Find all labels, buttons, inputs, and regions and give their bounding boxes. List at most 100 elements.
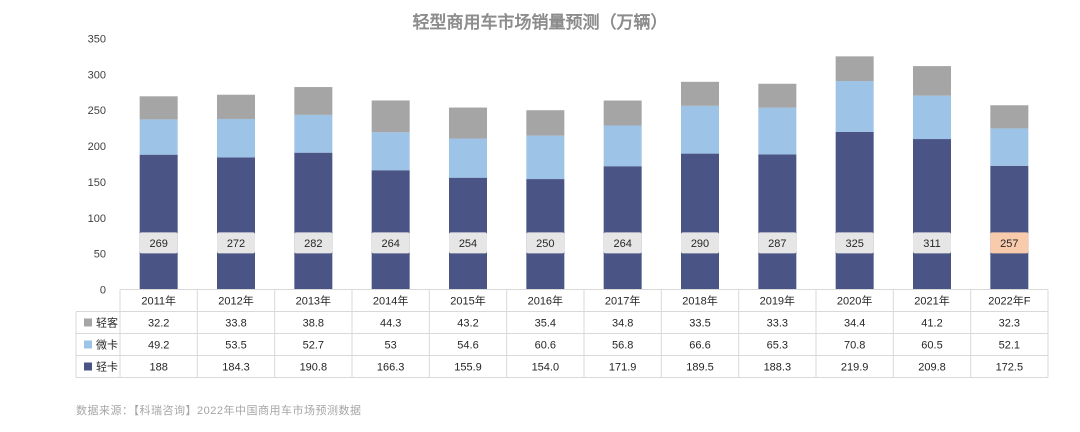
bar-segment — [371, 100, 410, 133]
x-tick-label: 2022年F — [988, 294, 1030, 308]
y-tick-label: 50 — [94, 249, 106, 261]
data-label: 155.9 — [454, 362, 482, 374]
bar-segment — [449, 107, 487, 139]
data-label: 35.4 — [535, 318, 556, 330]
data-label: 154.0 — [532, 362, 560, 374]
total-label: 264 — [613, 238, 631, 250]
data-label: 32.2 — [148, 318, 169, 330]
bar-segment — [990, 128, 1029, 166]
bar-segment — [139, 119, 178, 155]
data-label: 190.8 — [300, 362, 328, 374]
x-tick-label: 2016年 — [528, 294, 563, 308]
data-label: 189.5 — [686, 362, 714, 374]
data-label: 65.3 — [767, 340, 788, 352]
y-tick-label: 150 — [88, 177, 106, 189]
bar-segment — [681, 81, 719, 106]
total-label-box — [526, 232, 565, 254]
total-label-box — [217, 232, 255, 254]
data-label: 171.9 — [609, 362, 637, 374]
legend-swatch — [84, 362, 92, 371]
bar-segment — [681, 153, 719, 290]
data-label: 43.2 — [457, 318, 478, 330]
bar-segment — [217, 94, 255, 119]
total-label: 311 — [923, 238, 941, 250]
total-label-box — [681, 232, 719, 254]
data-label: 49.2 — [148, 340, 169, 352]
bar-segment — [371, 170, 410, 290]
y-tick-label: 100 — [88, 213, 106, 225]
bar-segment — [835, 56, 874, 82]
data-label: 53 — [385, 340, 397, 352]
data-label: 172.5 — [996, 362, 1024, 374]
data-label: 166.3 — [377, 362, 405, 374]
data-label: 44.3 — [380, 318, 401, 330]
data-label: 52.7 — [303, 340, 324, 352]
total-label: 287 — [768, 238, 786, 250]
total-label: 269 — [149, 238, 167, 250]
total-label-box — [835, 232, 874, 254]
data-label: 33.8 — [225, 318, 246, 330]
data-label: 54.6 — [457, 340, 478, 352]
x-tick-label: 2020年 — [837, 294, 872, 308]
bar-segment — [294, 87, 333, 115]
legend-label: 轻卡 — [96, 360, 118, 374]
data-label: 38.8 — [303, 318, 324, 330]
x-tick-label: 2021年 — [914, 294, 949, 308]
total-label-box — [990, 232, 1029, 254]
data-label: 184.3 — [222, 362, 250, 374]
bar-segment — [603, 166, 642, 290]
bar-segment — [681, 105, 719, 154]
data-label: 41.2 — [921, 318, 942, 330]
x-tick-label: 2018年 — [682, 294, 717, 308]
x-tick-label: 2012年 — [218, 294, 253, 308]
data-label: 32.3 — [999, 318, 1020, 330]
bar-segment — [217, 157, 255, 290]
bar-segment — [990, 165, 1029, 290]
legend-swatch — [84, 318, 92, 327]
total-label-box — [603, 232, 642, 254]
total-label: 290 — [691, 238, 709, 250]
bar-segment — [913, 139, 951, 290]
bar-segment — [990, 105, 1029, 129]
bar-segment — [913, 95, 951, 140]
data-label: 66.6 — [689, 340, 710, 352]
data-label: 60.5 — [921, 340, 942, 352]
bar-segment — [835, 131, 874, 290]
data-label: 33.5 — [689, 318, 710, 330]
data-label: 56.8 — [612, 340, 633, 352]
bar-segment — [603, 125, 642, 167]
data-label: 34.4 — [844, 318, 865, 330]
source-note: 数据来源：【科瑞咨询】2022年中国商用车市场预测数据 — [76, 405, 362, 417]
bar-segment — [139, 154, 178, 290]
bar-segment — [603, 100, 642, 126]
total-label-box — [371, 232, 410, 254]
y-tick-label: 0 — [100, 285, 106, 297]
chart-title: 轻型商用车市场销量预测（万辆） — [413, 12, 668, 32]
total-label: 264 — [381, 238, 399, 250]
bar-segment — [449, 138, 487, 178]
total-label: 272 — [227, 238, 245, 250]
data-label: 60.6 — [535, 340, 556, 352]
y-tick-label: 350 — [88, 34, 106, 46]
data-label: 209.8 — [918, 362, 946, 374]
bar-segment — [758, 154, 797, 290]
total-label: 254 — [459, 238, 477, 250]
x-tick-label: 2013年 — [296, 294, 331, 308]
legend-label: 轻客 — [96, 316, 118, 330]
total-label: 325 — [845, 238, 863, 250]
bar-segment — [526, 135, 565, 180]
legend-label: 微卡 — [96, 338, 118, 352]
total-label: 250 — [536, 238, 554, 250]
data-label: 188 — [149, 362, 167, 374]
bar-segment — [294, 152, 333, 290]
bar-segment — [758, 83, 797, 108]
total-label: 282 — [304, 238, 322, 250]
bar-segment — [758, 107, 797, 155]
data-label: 53.5 — [225, 340, 246, 352]
total-label-box — [913, 232, 951, 254]
total-label-box — [139, 232, 178, 254]
y-tick-label: 200 — [88, 141, 106, 153]
bar-segment — [526, 110, 565, 136]
total-label-box — [294, 232, 333, 254]
